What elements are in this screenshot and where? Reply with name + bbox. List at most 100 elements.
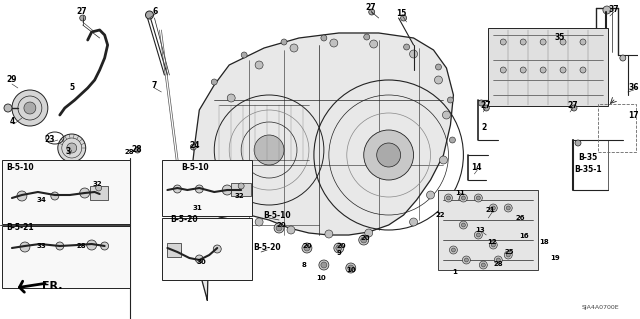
- Circle shape: [449, 246, 458, 254]
- Text: 33: 33: [37, 243, 47, 249]
- Circle shape: [496, 258, 500, 262]
- Text: 9: 9: [337, 250, 341, 256]
- Text: 34: 34: [37, 197, 47, 203]
- Circle shape: [447, 196, 451, 200]
- Circle shape: [410, 50, 417, 58]
- Circle shape: [67, 143, 77, 153]
- Text: 21: 21: [486, 207, 495, 213]
- Circle shape: [500, 67, 506, 73]
- Circle shape: [483, 105, 490, 111]
- Circle shape: [365, 229, 372, 237]
- Text: 32: 32: [93, 181, 102, 187]
- Text: 29: 29: [6, 76, 17, 85]
- Circle shape: [80, 188, 90, 198]
- Circle shape: [460, 194, 467, 202]
- Circle shape: [560, 39, 566, 45]
- Circle shape: [490, 204, 497, 212]
- Bar: [168, 243, 181, 257]
- Text: 18: 18: [540, 239, 549, 245]
- Polygon shape: [189, 33, 453, 300]
- Circle shape: [100, 242, 109, 250]
- Circle shape: [481, 263, 485, 267]
- Circle shape: [478, 100, 484, 106]
- Text: 5: 5: [69, 84, 74, 93]
- Circle shape: [540, 67, 546, 73]
- Circle shape: [620, 55, 626, 61]
- Circle shape: [12, 90, 48, 126]
- Circle shape: [336, 245, 342, 251]
- Text: 35: 35: [555, 33, 565, 42]
- Circle shape: [304, 245, 310, 251]
- Circle shape: [540, 39, 546, 45]
- Circle shape: [302, 243, 312, 253]
- Circle shape: [474, 194, 483, 202]
- Text: 1: 1: [452, 269, 457, 275]
- Circle shape: [603, 6, 611, 14]
- Bar: [598, 104, 636, 152]
- Circle shape: [255, 218, 263, 226]
- Circle shape: [190, 144, 196, 150]
- Text: 6: 6: [153, 8, 158, 17]
- Text: B-5-10: B-5-10: [6, 164, 34, 173]
- Circle shape: [222, 185, 232, 195]
- Text: B-5-10: B-5-10: [182, 164, 209, 173]
- Text: B-5-10: B-5-10: [263, 211, 291, 219]
- Text: 12: 12: [488, 239, 497, 245]
- Circle shape: [571, 105, 577, 111]
- Text: 26: 26: [515, 215, 525, 221]
- Bar: [488, 28, 608, 106]
- Text: B-5-20: B-5-20: [170, 216, 198, 225]
- Circle shape: [255, 61, 263, 69]
- Bar: [231, 183, 251, 196]
- Circle shape: [51, 192, 59, 200]
- Text: 27: 27: [480, 101, 491, 110]
- Circle shape: [476, 233, 481, 237]
- Circle shape: [4, 104, 12, 112]
- Circle shape: [364, 130, 413, 180]
- Circle shape: [56, 242, 64, 250]
- Circle shape: [474, 231, 483, 239]
- Circle shape: [241, 52, 247, 58]
- Circle shape: [377, 143, 401, 167]
- Circle shape: [575, 140, 581, 146]
- Circle shape: [346, 263, 356, 273]
- Text: 28: 28: [77, 243, 86, 249]
- Circle shape: [490, 241, 497, 249]
- Circle shape: [435, 76, 442, 84]
- Text: 2: 2: [482, 123, 487, 132]
- Circle shape: [426, 191, 435, 199]
- Text: 8: 8: [301, 262, 307, 268]
- Circle shape: [404, 44, 410, 50]
- Circle shape: [364, 34, 370, 40]
- Circle shape: [330, 39, 338, 47]
- Circle shape: [465, 258, 468, 262]
- Text: 31: 31: [193, 205, 202, 211]
- Circle shape: [213, 245, 221, 253]
- Circle shape: [230, 206, 238, 214]
- Circle shape: [24, 102, 36, 114]
- Circle shape: [462, 256, 470, 264]
- Bar: [2, 160, 129, 224]
- Circle shape: [195, 255, 204, 263]
- Text: 37: 37: [609, 5, 619, 14]
- Circle shape: [321, 35, 327, 41]
- Circle shape: [506, 253, 510, 257]
- Circle shape: [359, 235, 369, 245]
- Circle shape: [435, 64, 442, 70]
- Circle shape: [370, 40, 378, 48]
- Circle shape: [173, 248, 181, 256]
- Circle shape: [504, 251, 512, 259]
- Circle shape: [492, 206, 495, 210]
- Circle shape: [58, 134, 86, 162]
- Circle shape: [80, 15, 86, 21]
- Circle shape: [95, 190, 104, 198]
- Text: 14: 14: [471, 164, 481, 173]
- Text: SJA4A0700E: SJA4A0700E: [582, 306, 620, 310]
- Circle shape: [461, 196, 465, 200]
- Text: 13: 13: [476, 227, 485, 233]
- Circle shape: [281, 39, 287, 45]
- Circle shape: [17, 191, 27, 201]
- Circle shape: [504, 204, 512, 212]
- Text: 32: 32: [234, 193, 244, 199]
- Circle shape: [211, 79, 217, 85]
